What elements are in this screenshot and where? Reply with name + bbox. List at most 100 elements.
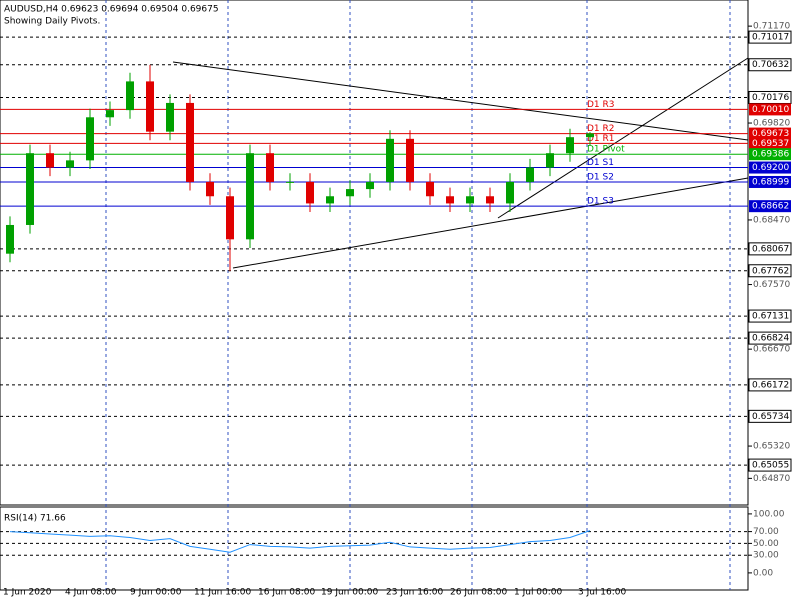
rsi-tick-label: 70.00 <box>753 527 779 537</box>
pivot-box <box>749 161 791 174</box>
candle-body <box>386 138 394 182</box>
level-label: 0.65734 <box>752 412 789 422</box>
rsi-tick-label: 30.00 <box>753 551 779 561</box>
pivot-box <box>749 137 791 150</box>
candle-body <box>286 181 294 183</box>
pivot-label: 0.69673 <box>752 129 789 139</box>
candle-body <box>106 110 114 118</box>
chart-title: AUDUSD,H4 0.69623 0.69694 0.69504 0.6967… <box>4 5 219 15</box>
rsi-line <box>9 530 591 553</box>
level-box <box>748 242 792 256</box>
y-tick-label: 0.64870 <box>753 474 790 484</box>
x-tick-label: 4 Jun 08:00 <box>65 588 117 598</box>
level-label: 0.71017 <box>752 33 789 43</box>
candle-body <box>546 153 554 168</box>
level-box <box>748 331 792 345</box>
candle-body <box>406 138 414 182</box>
candle-body <box>46 153 54 168</box>
candle-body <box>486 196 494 204</box>
pivot-name: D1 R3 <box>587 100 615 110</box>
y-tick-label: 0.69820 <box>753 119 790 129</box>
candle-body <box>86 117 94 161</box>
candle-body <box>326 196 334 204</box>
pivot-box <box>749 175 791 188</box>
pivot-label: 0.68662 <box>752 202 789 212</box>
pivot-name: D1 Pivot <box>587 145 625 155</box>
candle-body <box>426 181 434 197</box>
candle-body <box>206 181 214 197</box>
level-box <box>748 409 792 423</box>
pivot-label: 0.69537 <box>752 139 789 149</box>
rsi-title: RSI(14) 71.66 <box>4 514 66 524</box>
x-tick-label: 26 Jun 08:00 <box>450 588 507 598</box>
candle-body <box>526 167 534 182</box>
y-tick-label: 0.71170 <box>753 22 790 32</box>
level-label: 0.66824 <box>752 334 789 344</box>
level-box <box>748 264 792 278</box>
pivot-label: 0.68999 <box>752 177 789 187</box>
x-tick-label: 19 Jun 00:00 <box>321 588 378 598</box>
pivot-label: 0.69200 <box>752 163 789 173</box>
level-label: 0.67762 <box>752 266 789 276</box>
main-frame <box>0 0 749 506</box>
candle-body <box>266 153 274 182</box>
pivot-label: 0.69386 <box>752 150 789 160</box>
y-tick-label: 0.67570 <box>753 280 790 290</box>
x-tick-label: 11 Jun 16:00 <box>194 588 251 598</box>
pivot-box <box>749 127 791 140</box>
x-tick-label: 9 Jun 00:00 <box>130 588 182 598</box>
pivot-box <box>749 148 791 161</box>
candle-body <box>186 102 194 182</box>
candle-body <box>346 189 354 197</box>
candle-body <box>66 160 74 168</box>
pivot-box <box>749 103 791 116</box>
level-label: 0.65055 <box>752 461 789 471</box>
candle-body <box>586 133 594 138</box>
pivot-name: D1 S1 <box>587 158 614 168</box>
pivot-name: D1 R2 <box>587 124 615 134</box>
rsi-tick-label: 100.00 <box>753 509 785 519</box>
trendlines <box>172 57 749 269</box>
candle-body <box>226 196 234 240</box>
candle-body <box>446 196 454 204</box>
candle-body <box>306 181 314 204</box>
candle-body <box>6 224 14 254</box>
level-label: 0.70632 <box>752 60 789 70</box>
level-box <box>748 378 792 392</box>
pivot-name: D1 S3 <box>587 197 614 207</box>
pivot-label: 0.70010 <box>752 105 789 115</box>
level-box <box>748 458 792 472</box>
candle-body <box>366 181 374 190</box>
candle-body <box>466 196 474 204</box>
level-label: 0.66172 <box>752 380 789 390</box>
level-box <box>748 30 792 44</box>
y-tick-label: 0.65320 <box>753 442 790 452</box>
chart-subtitle: Showing Daily Pivots. <box>4 17 100 27</box>
candle-body <box>166 102 174 132</box>
x-tick-label: 23 Jun 16:00 <box>386 588 443 598</box>
candle-body <box>506 181 514 204</box>
candle-body <box>126 81 134 111</box>
rsi-frame <box>0 506 749 591</box>
level-label: 0.67131 <box>752 312 789 322</box>
x-tick-label: 1 Jun 2020 <box>3 588 52 598</box>
y-tick-label: 0.66670 <box>753 345 790 355</box>
pivot-name: D1 R1 <box>587 134 615 144</box>
candle-body <box>566 137 574 154</box>
candle-body <box>26 153 34 225</box>
level-label: 0.70176 <box>752 93 789 103</box>
candle-body <box>246 153 254 240</box>
x-tick-label: 3 Jul 16:00 <box>578 588 627 598</box>
level-box <box>748 309 792 323</box>
rsi-tick-label: 50.00 <box>753 539 779 549</box>
vertical-grid <box>105 0 731 590</box>
level-box <box>748 58 792 72</box>
x-tick-label: 16 Jun 08:00 <box>258 588 315 598</box>
pivot-name: D1 S2 <box>587 172 614 182</box>
candle-body <box>146 81 154 132</box>
rsi-tick-label: 0.00 <box>753 568 773 578</box>
level-label: 0.68067 <box>752 244 789 254</box>
y-tick-label: 0.68470 <box>753 215 790 225</box>
pivot-box <box>749 200 791 213</box>
